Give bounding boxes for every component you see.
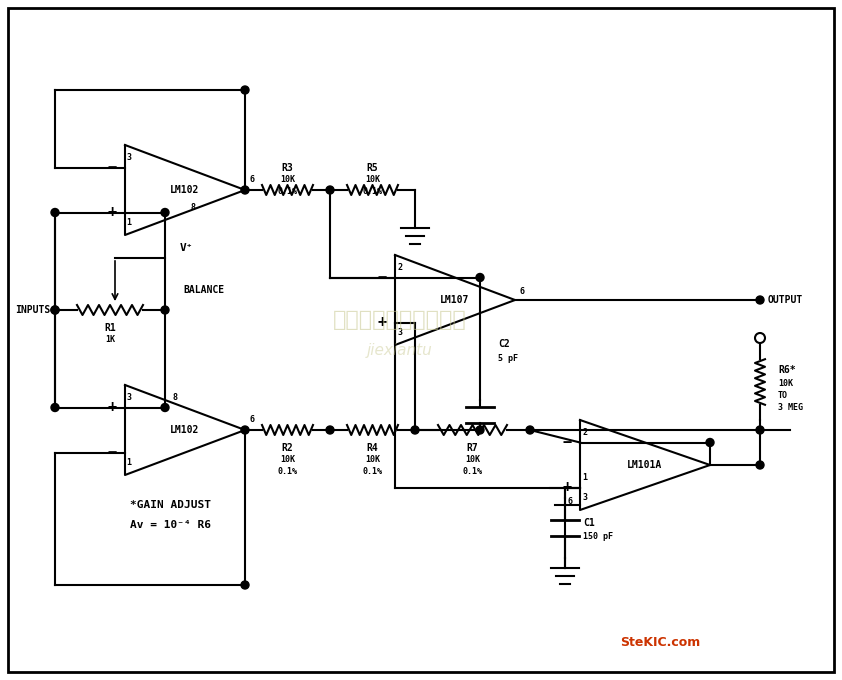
Text: 8: 8: [173, 393, 178, 402]
Circle shape: [756, 296, 764, 304]
Circle shape: [51, 306, 59, 314]
Circle shape: [161, 306, 169, 314]
Text: 杭州将睛科技有限公司: 杭州将睛科技有限公司: [333, 310, 466, 330]
Text: R4: R4: [366, 443, 378, 453]
Text: OUTPUT: OUTPUT: [768, 295, 803, 305]
Text: jiexiantu: jiexiantu: [367, 343, 433, 358]
Text: −: −: [108, 445, 117, 460]
Text: 10K: 10K: [778, 379, 793, 388]
Text: 6: 6: [250, 415, 255, 424]
Text: 1: 1: [126, 218, 131, 227]
Text: R6*: R6*: [778, 365, 796, 375]
Text: 2: 2: [397, 263, 402, 272]
Text: *GAIN ADJUST: *GAIN ADJUST: [130, 500, 211, 510]
Text: +: +: [562, 480, 572, 495]
Text: 6: 6: [520, 288, 525, 296]
Text: +: +: [108, 400, 117, 415]
Text: 10K: 10K: [280, 175, 295, 184]
Text: 3: 3: [583, 493, 588, 502]
Text: R3: R3: [281, 163, 293, 173]
Text: +: +: [108, 205, 117, 220]
Text: 6: 6: [250, 175, 255, 184]
Circle shape: [161, 403, 169, 411]
Text: R5: R5: [366, 163, 378, 173]
Text: −: −: [562, 435, 572, 450]
Circle shape: [241, 86, 249, 94]
Text: 3: 3: [397, 328, 402, 337]
Text: LM102: LM102: [170, 185, 200, 195]
Text: 6: 6: [567, 498, 572, 507]
Text: 8: 8: [190, 203, 195, 212]
Text: 0.1%: 0.1%: [462, 468, 482, 477]
Text: SteKIC.com: SteKIC.com: [620, 636, 701, 649]
Text: LM101A: LM101A: [627, 460, 663, 470]
Text: 0.1%: 0.1%: [363, 188, 382, 197]
Text: V⁺: V⁺: [180, 243, 194, 253]
Text: +: +: [378, 315, 387, 330]
Text: 3 MEG: 3 MEG: [778, 403, 803, 413]
Text: C2: C2: [498, 339, 509, 349]
Circle shape: [51, 209, 59, 216]
Text: −: −: [378, 270, 387, 285]
Circle shape: [241, 581, 249, 589]
Text: R7: R7: [466, 443, 478, 453]
Circle shape: [756, 426, 764, 434]
Text: LM102: LM102: [170, 425, 200, 435]
Text: 150 pF: 150 pF: [583, 532, 613, 541]
Circle shape: [476, 426, 484, 434]
Circle shape: [476, 273, 484, 282]
Text: 1: 1: [583, 473, 588, 482]
Circle shape: [411, 426, 419, 434]
Circle shape: [161, 209, 169, 216]
Text: BALANCE: BALANCE: [183, 285, 224, 295]
Circle shape: [51, 306, 59, 314]
Text: 5 pF: 5 pF: [498, 354, 518, 363]
Text: 1: 1: [126, 458, 131, 467]
Text: −: −: [108, 160, 117, 175]
Text: INPUTS: INPUTS: [15, 305, 50, 315]
Circle shape: [526, 426, 534, 434]
Text: 10K: 10K: [280, 456, 295, 464]
Text: R2: R2: [281, 443, 293, 453]
Text: 3: 3: [126, 153, 131, 162]
Text: 0.1%: 0.1%: [278, 468, 297, 477]
Text: TO: TO: [778, 392, 788, 401]
Text: C1: C1: [583, 517, 594, 528]
Text: 0.1%: 0.1%: [278, 188, 297, 197]
Text: 3: 3: [126, 393, 131, 402]
Text: 10K: 10K: [465, 456, 480, 464]
Circle shape: [756, 461, 764, 469]
Text: Av = 10⁻⁴ R6: Av = 10⁻⁴ R6: [130, 520, 211, 530]
Text: R1: R1: [104, 323, 116, 333]
Circle shape: [241, 426, 249, 434]
Circle shape: [326, 186, 334, 194]
Circle shape: [706, 439, 714, 447]
Circle shape: [51, 403, 59, 411]
Circle shape: [326, 426, 334, 434]
Text: 0.1%: 0.1%: [363, 468, 382, 477]
Text: 2: 2: [583, 428, 588, 437]
Text: LM107: LM107: [440, 295, 470, 305]
Circle shape: [755, 333, 765, 343]
Text: 1K: 1K: [105, 335, 115, 345]
Circle shape: [241, 186, 249, 194]
Text: 10K: 10K: [365, 175, 380, 184]
Text: 10K: 10K: [365, 456, 380, 464]
